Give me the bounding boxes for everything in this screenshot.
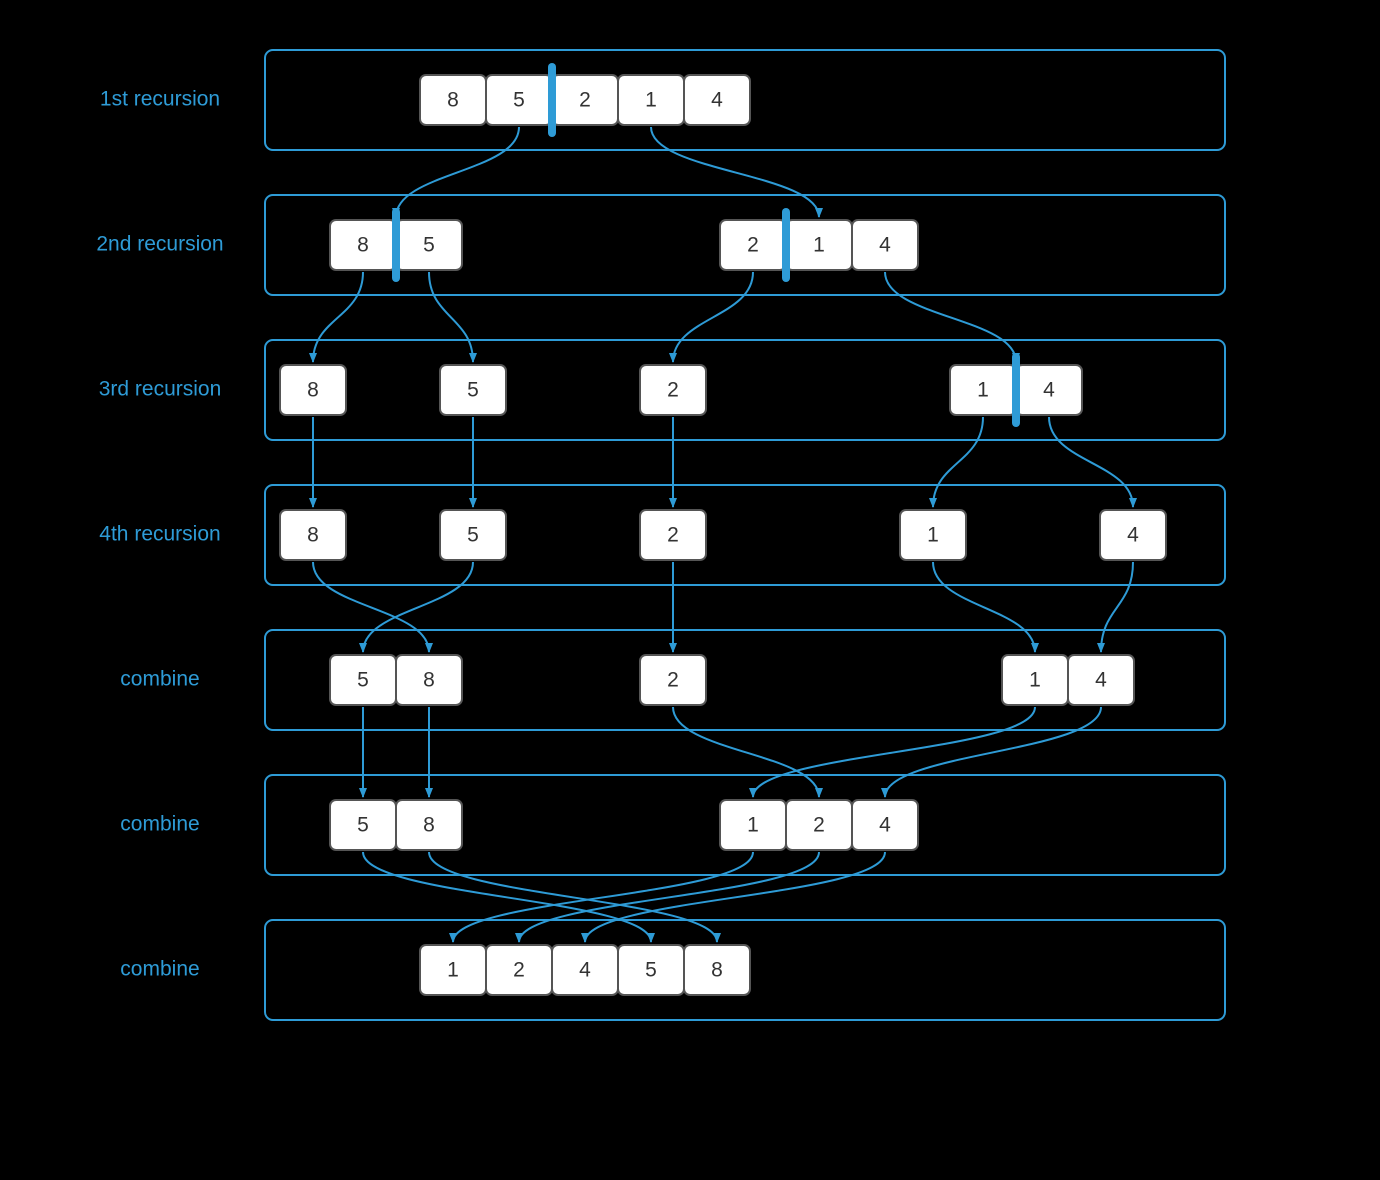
array-cell-value: 4 (1127, 524, 1139, 547)
flow-arrow (429, 272, 473, 362)
stage-box (265, 485, 1225, 585)
array-cell-value: 8 (711, 959, 723, 982)
array-cell-value: 5 (423, 234, 435, 257)
array-cell-value: 8 (307, 379, 319, 402)
array-cell-value: 1 (813, 234, 825, 257)
mergesort-diagram: 1st recursion 8 5 2 1 4 2nd recursion 8 5 2 1 4 3rd … (0, 0, 1380, 1180)
flow-arrow (651, 127, 819, 217)
flow-arrow (933, 562, 1035, 652)
flow-arrow (363, 562, 473, 652)
flow-arrow (396, 127, 519, 217)
stage-label: 1st recursion (100, 88, 220, 111)
array-cell-value: 5 (467, 524, 479, 547)
array-cell-value: 5 (357, 669, 369, 692)
array-cell-value: 2 (747, 234, 759, 257)
array-cell-value: 8 (423, 814, 435, 837)
array-cell-value: 5 (357, 814, 369, 837)
array-cell-value: 8 (357, 234, 369, 257)
array-cell-value: 1 (1029, 669, 1041, 692)
array-cell-value: 4 (1095, 669, 1107, 692)
flow-arrow (1101, 562, 1133, 652)
array-cell-value: 2 (579, 89, 591, 112)
array-cell-value: 4 (579, 959, 591, 982)
flow-arrow (519, 852, 819, 942)
stage-label: combine (120, 958, 199, 981)
array-cell-value: 2 (513, 959, 525, 982)
flow-arrow (1049, 417, 1133, 507)
array-cell-value: 4 (1043, 379, 1055, 402)
flow-arrow (885, 707, 1101, 797)
array-cell-value: 8 (447, 89, 459, 112)
array-cell-value: 5 (513, 89, 525, 112)
array-cell-value: 2 (813, 814, 825, 837)
array-cell-value: 8 (307, 524, 319, 547)
flow-arrow (313, 562, 429, 652)
flow-arrow (885, 272, 1016, 362)
stage-label: combine (120, 813, 199, 836)
array-cell-value: 2 (667, 524, 679, 547)
stage-label: combine (120, 668, 199, 691)
array-cell-value: 8 (423, 669, 435, 692)
array-cell-value: 4 (711, 89, 723, 112)
array-cell-value: 1 (927, 524, 939, 547)
stage-label: 2nd recursion (96, 233, 223, 256)
array-cell-value: 4 (879, 234, 891, 257)
flow-arrow (585, 852, 885, 942)
flow-arrow (673, 272, 753, 362)
array-cell-value: 1 (747, 814, 759, 837)
array-cell-value: 2 (667, 379, 679, 402)
array-cell-value: 4 (879, 814, 891, 837)
array-cell-value: 2 (667, 669, 679, 692)
flow-arrow (673, 707, 819, 797)
stage-label: 3rd recursion (99, 378, 222, 401)
flow-arrow (313, 272, 363, 362)
array-cell-value: 1 (645, 89, 657, 112)
array-cell-value: 1 (447, 959, 459, 982)
flow-arrow (933, 417, 983, 507)
array-cell-value: 1 (977, 379, 989, 402)
stage-label: 4th recursion (99, 523, 220, 546)
array-cell-value: 5 (467, 379, 479, 402)
array-cell-value: 5 (645, 959, 657, 982)
